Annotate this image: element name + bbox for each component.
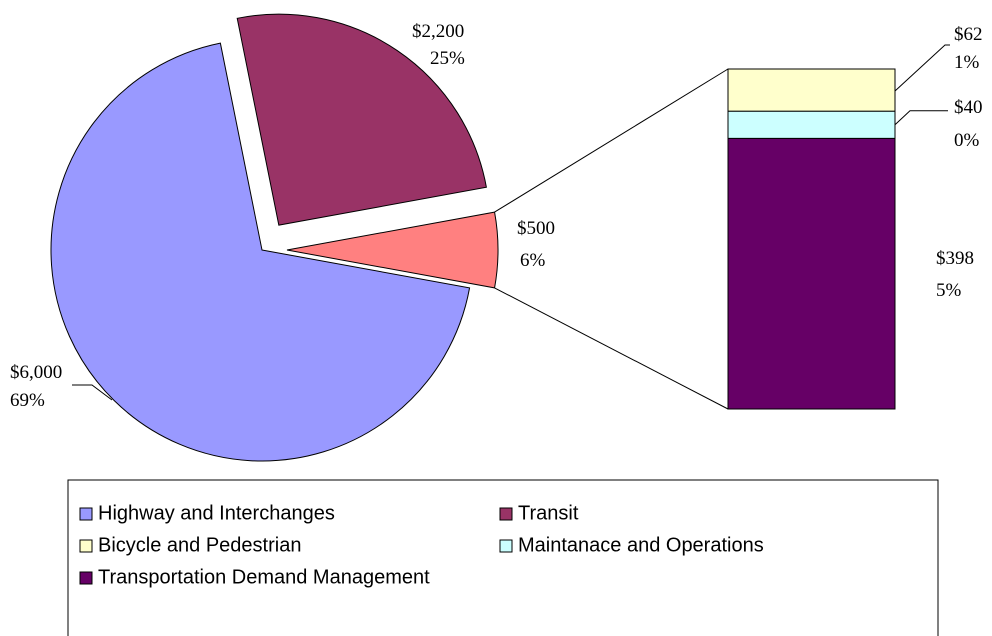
legend-swatch — [79, 507, 93, 521]
bar-segment — [727, 68, 896, 112]
legend-swatch — [499, 507, 513, 521]
data-label: 25% — [430, 48, 465, 69]
data-label: 69% — [10, 390, 45, 411]
legend-label: Maintanace and Operations — [518, 534, 764, 556]
pie-slice — [50, 42, 471, 462]
data-label: $6,000 — [10, 362, 62, 383]
leader-line — [894, 110, 948, 126]
data-label: 6% — [520, 250, 546, 271]
legend-label: Transportation Demand Management — [98, 566, 430, 588]
legend-label: Transit — [518, 502, 579, 524]
legend-swatch — [79, 571, 93, 585]
legend-box — [67, 479, 939, 636]
legend-swatch — [499, 539, 513, 553]
bar-segment — [727, 110, 896, 139]
connector — [494, 287, 729, 410]
data-label: $40 — [954, 97, 983, 118]
data-label: $500 — [517, 218, 555, 239]
leader-line — [894, 44, 950, 92]
data-label: $62 — [954, 24, 983, 45]
data-label: 5% — [936, 280, 962, 301]
connector — [494, 68, 729, 213]
pie-slice — [286, 211, 499, 289]
data-label: 1% — [954, 52, 980, 73]
bar-segment — [727, 137, 896, 410]
legend-swatch — [79, 539, 93, 553]
data-label: $2,200 — [412, 21, 464, 42]
data-label: 0% — [954, 130, 980, 151]
legend-label: Bicycle and Pedestrian — [98, 534, 301, 556]
pie-slice — [236, 13, 487, 226]
data-label: $398 — [936, 248, 974, 269]
legend-label: Highway and Interchanges — [98, 502, 335, 524]
leader-line — [72, 384, 113, 401]
